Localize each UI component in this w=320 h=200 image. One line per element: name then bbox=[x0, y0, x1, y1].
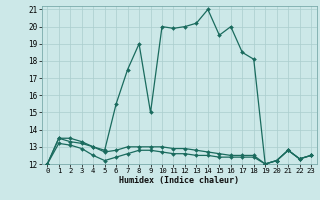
X-axis label: Humidex (Indice chaleur): Humidex (Indice chaleur) bbox=[119, 176, 239, 185]
